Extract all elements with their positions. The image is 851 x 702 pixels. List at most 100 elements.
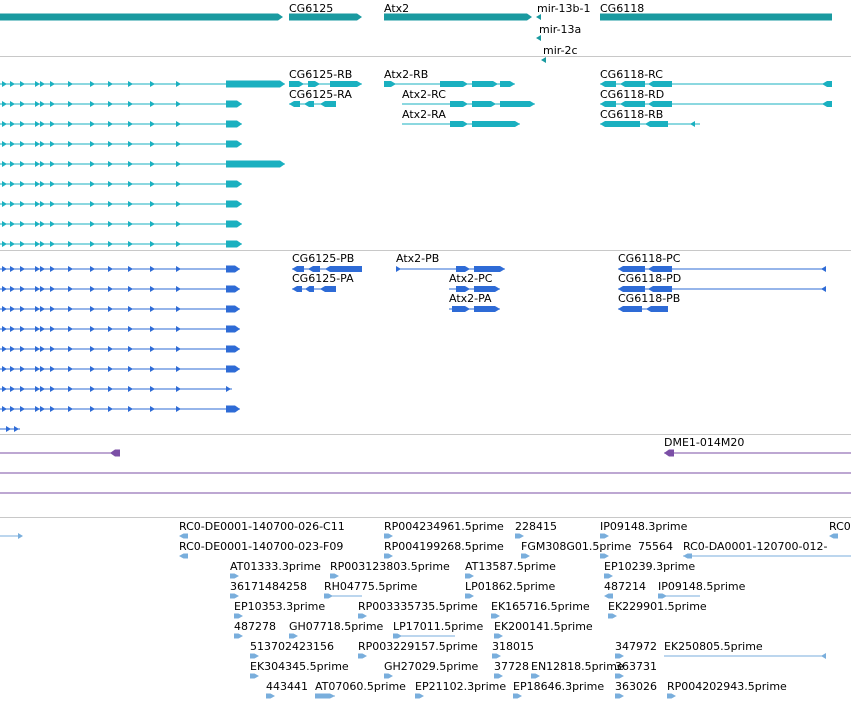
est-label[interactable]: 487278 [234,620,276,633]
exon-block [474,306,500,312]
protein-label[interactable]: CG6125-PA [292,272,354,285]
strand-arrow [20,406,25,412]
est-label[interactable]: RC0-DA0001-120700-012- [683,540,828,553]
protein-label[interactable]: CG6118-PB [618,292,681,305]
protein-label[interactable]: Atx2-PA [449,292,492,305]
est-label[interactable]: AT07060.5prime [315,680,406,693]
protein-label[interactable]: Atx2-PC [449,272,493,285]
transcript-label[interactable]: CG6125-RB [289,68,353,81]
strand-arrow [150,241,155,247]
strand-arrow [128,286,133,292]
exon-block [226,265,240,273]
strand-arrow [20,326,25,332]
est-label[interactable]: 36171484258 [230,580,307,593]
est-label[interactable]: IP09148.3prime [600,520,688,533]
exon-block [266,693,275,699]
exon-block [308,81,320,87]
strand-arrow [108,181,113,187]
est-label[interactable]: EK165716.5prime [491,600,590,613]
est-label[interactable]: RP003229157.5prime [358,640,478,653]
exon-block [648,81,672,87]
exon-block [604,593,613,599]
est-label[interactable]: RP004199268.5prime [384,540,504,553]
est-label[interactable]: LP17011.5prime [393,620,484,633]
transcript-label[interactable]: CG6118-RB [600,108,664,121]
est-label[interactable]: RP003123803.5prime [330,560,450,573]
transcript-label[interactable]: Atx2-RB [384,68,429,81]
est-label[interactable]: LP01862.5prime [465,580,556,593]
transcript-label[interactable]: Atx2-RC [402,88,446,101]
est-label[interactable]: EN12818.5prime [531,660,624,673]
transcript-label[interactable]: CG6118-RC [600,68,663,81]
est-label[interactable]: EK250805.5prime [664,640,763,653]
est-label[interactable]: RC0 [829,520,851,533]
exon-block [358,613,367,619]
est-label[interactable]: 363026 [615,680,657,693]
exon-block [289,633,298,639]
strand-arrow [90,346,95,352]
gene-label[interactable]: mir-13b-1 [537,2,591,15]
strand-arrow [90,181,95,187]
est-label[interactable]: AT01333.3prime [230,560,321,573]
gene-label[interactable]: mir-13a [539,23,582,36]
gene-label[interactable]: CG6118 [600,2,645,15]
est-label[interactable]: EP10353.3prime [234,600,326,613]
est-label[interactable]: RH04775.5prime [324,580,418,593]
est-label[interactable]: GH27029.5prime [384,660,479,673]
strand-arrow [68,241,73,247]
est-label[interactable]: AT13587.5prime [465,560,556,573]
est-label[interactable]: RP003335735.5prime [358,600,478,613]
protein-label[interactable]: CG6118-PC [618,252,681,265]
est-label[interactable]: 347972 [615,640,657,653]
strand-arrow [2,241,7,247]
transcript-label[interactable]: CG6125-RA [289,88,352,101]
strand-arrow [50,286,55,292]
est-label[interactable]: 75564 [638,540,673,553]
est-label[interactable]: 228415 [515,520,557,533]
est-label[interactable]: 37728 [494,660,529,673]
est-label[interactable]: EK229901.5prime [608,600,707,613]
est-label[interactable]: GH07718.5prime [289,620,384,633]
clone-label[interactable]: DME1-014M20 [664,436,745,449]
est-label[interactable]: EK304345.5prime [250,660,349,673]
strand-arrow [176,141,181,147]
protein-label[interactable]: CG6118-PD [618,272,682,285]
strand-arrow [150,406,155,412]
est-label[interactable]: RP004202943.5prime [667,680,787,693]
est-label[interactable]: FGM308G01.5prime [521,540,632,553]
est-label[interactable]: EK200141.5prime [494,620,593,633]
protein-label[interactable]: Atx2-PB [396,252,440,265]
strand-arrow [150,181,155,187]
est-label[interactable]: EP10239.3prime [604,560,696,573]
est-label[interactable]: RC0-DE0001-140700-023-F09 [179,540,344,553]
est-label[interactable]: RC0-DE0001-140700-026-C11 [179,520,345,533]
gene-label[interactable]: mir-2c [543,44,578,57]
strand-arrow [40,241,45,247]
exon-block [600,101,616,107]
transcript-label[interactable]: CG6118-RD [600,88,665,101]
est-label[interactable]: 363731 [615,660,657,673]
est-label[interactable]: EP21102.3prime [415,680,507,693]
gene-label[interactable]: CG6125 [289,2,334,15]
strand-arrow [176,161,181,167]
est-label[interactable]: EP18646.3prime [513,680,605,693]
protein-label[interactable]: CG6125-PB [292,252,355,265]
gene-label[interactable]: Atx2 [384,2,410,15]
exon-block [318,693,335,699]
est-label[interactable]: RP004234961.5prime [384,520,504,533]
exon-block [494,633,503,639]
est-label[interactable]: 487214 [604,580,646,593]
strand-arrow [50,121,55,127]
strand-arrow [68,406,73,412]
strand-arrow [128,221,133,227]
strand-arrow [40,386,45,392]
strand-arrow [20,101,25,107]
est-label[interactable]: 443441 [266,680,308,693]
exon-block [226,345,240,353]
exon-block [474,266,505,272]
transcript-label[interactable]: Atx2-RA [402,108,446,121]
est-label[interactable]: 513702423156 [250,640,334,653]
est-label[interactable]: 318015 [492,640,534,653]
est-label[interactable]: IP09148.5prime [658,580,746,593]
